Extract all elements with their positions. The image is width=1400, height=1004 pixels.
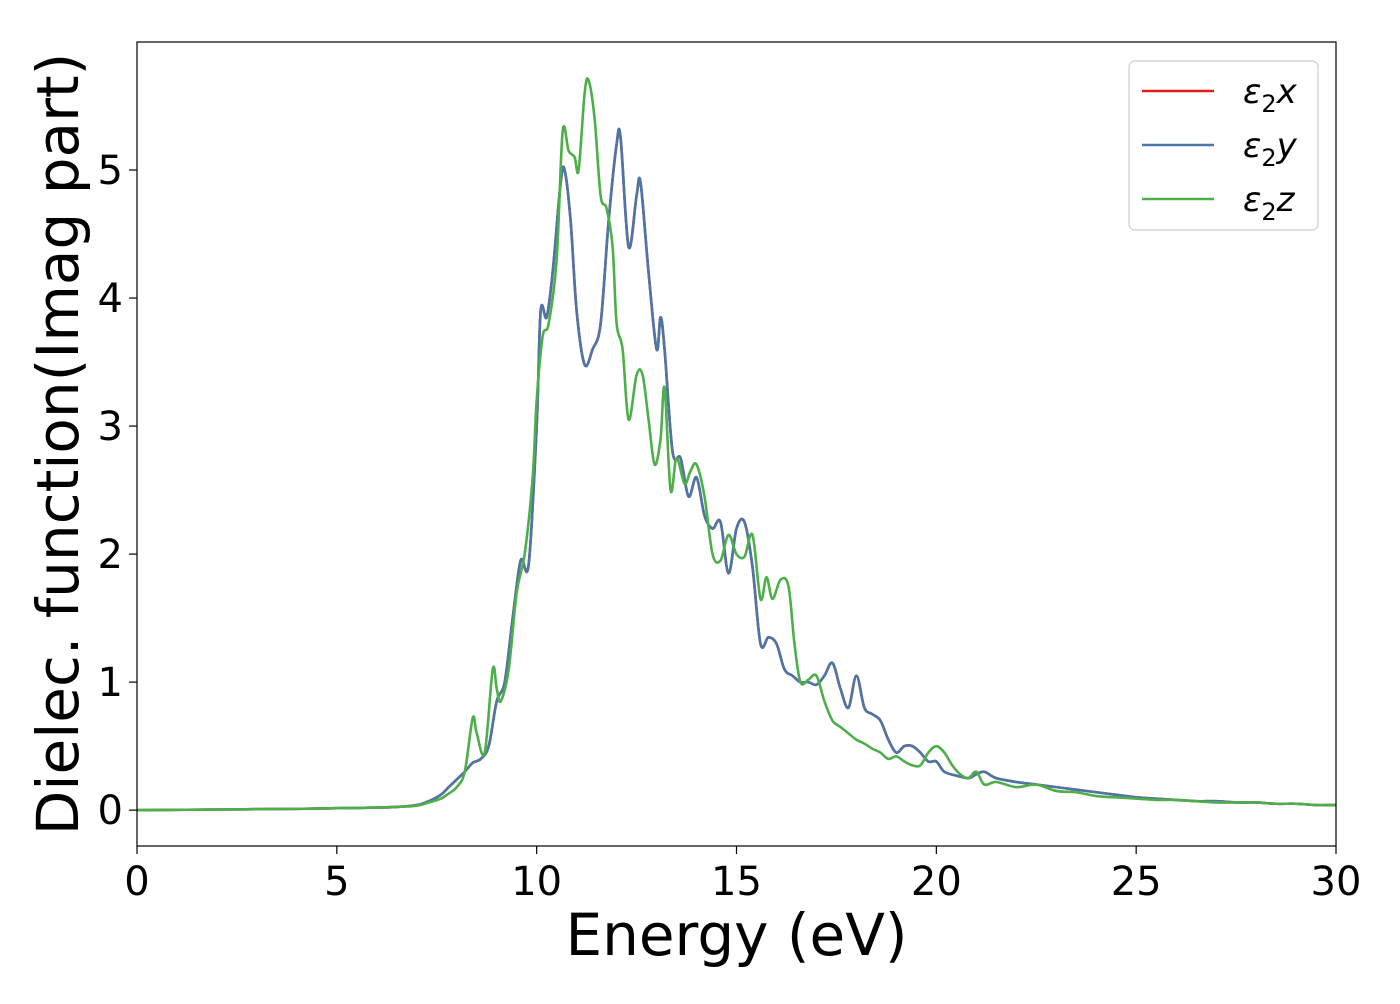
x-tick-label: 10 <box>511 859 562 905</box>
y-tick-label: 1 <box>98 660 123 706</box>
legend-box <box>1128 60 1319 231</box>
x-tick-label: 15 <box>711 859 762 905</box>
legend: ε2x ε2y ε2z <box>1128 60 1319 231</box>
series-layer <box>137 77 1336 812</box>
y-tick-label: 2 <box>98 532 123 578</box>
legend-label-y: ε2y <box>1243 126 1298 172</box>
legend-label-z: ε2z <box>1243 180 1296 226</box>
y-tick-label: 5 <box>98 148 123 194</box>
x-tick-label: 30 <box>1311 859 1362 905</box>
x-tick-label: 20 <box>911 859 962 905</box>
y-tick-label: 3 <box>98 404 123 450</box>
x-axis-title: Energy (eV) <box>565 901 907 969</box>
series-line-y <box>137 127 1336 812</box>
y-axis-ticks: 0 1 2 3 4 5 <box>98 148 137 834</box>
legend-label-x: ε2x <box>1243 72 1298 118</box>
x-axis-ticks: 0 5 10 15 20 25 30 <box>124 846 1361 905</box>
y-tick-label: 4 <box>98 276 123 322</box>
series-line-z <box>137 77 1336 812</box>
x-tick-label: 0 <box>124 859 149 905</box>
x-tick-label: 25 <box>1111 859 1162 905</box>
y-tick-label: 0 <box>98 788 123 834</box>
x-tick-label: 5 <box>324 859 349 905</box>
y-axis-title: Dielec. function(Imag part) <box>24 53 92 836</box>
